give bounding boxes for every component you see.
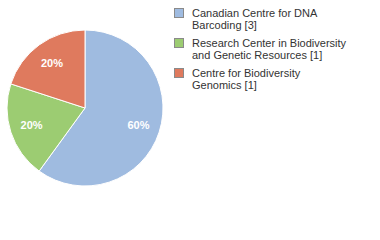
pie-area: 60% 20% 20% (0, 0, 170, 240)
data-labels: 60% 20% 20% (21, 57, 150, 132)
legend-label: Research Center in Biodiversity and Gene… (192, 37, 347, 61)
legend-label: Canadian Centre for DNA Barcoding [3] (192, 7, 347, 31)
chart: 60% 20% 20% Canadian Centre for DNA Barcod… (0, 0, 380, 240)
legend-swatch (174, 8, 184, 18)
legend-swatch (174, 68, 184, 78)
legend-swatch (174, 38, 184, 48)
legend-item: Centre for Biodiversity Genomics [1] (174, 67, 347, 91)
pie-slice (11, 30, 85, 108)
legend-item: Canadian Centre for DNA Barcoding [3] (174, 7, 347, 31)
legend: Canadian Centre for DNA Barcoding [3] Res… (174, 7, 347, 91)
data-label: 20% (21, 119, 43, 131)
legend-item: Research Center in Biodiversity and Gene… (174, 37, 347, 61)
legend-label: Centre for Biodiversity Genomics [1] (192, 67, 347, 91)
data-label: 20% (41, 57, 63, 69)
data-label: 60% (127, 119, 149, 131)
